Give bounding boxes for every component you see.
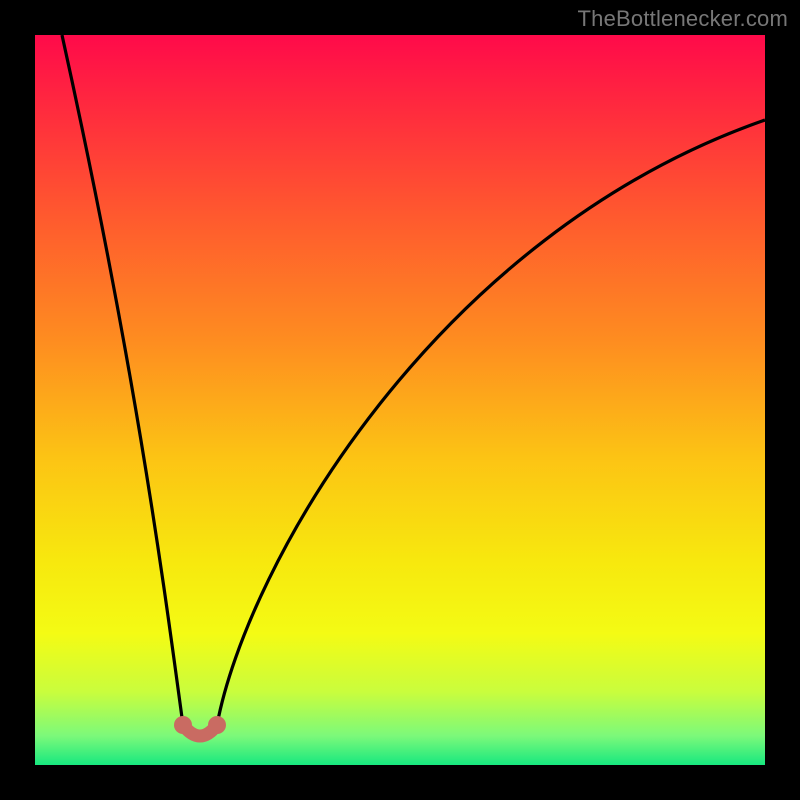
curve-left-branch [62,35,183,725]
curve-layer [35,35,765,765]
chart-frame: TheBottlenecker.com [0,0,800,800]
cusp-marker-right [208,716,226,734]
watermark-text: TheBottlenecker.com [578,6,788,32]
curve-right-branch [217,120,765,725]
cusp-marker-left [174,716,192,734]
plot-area [35,35,765,765]
